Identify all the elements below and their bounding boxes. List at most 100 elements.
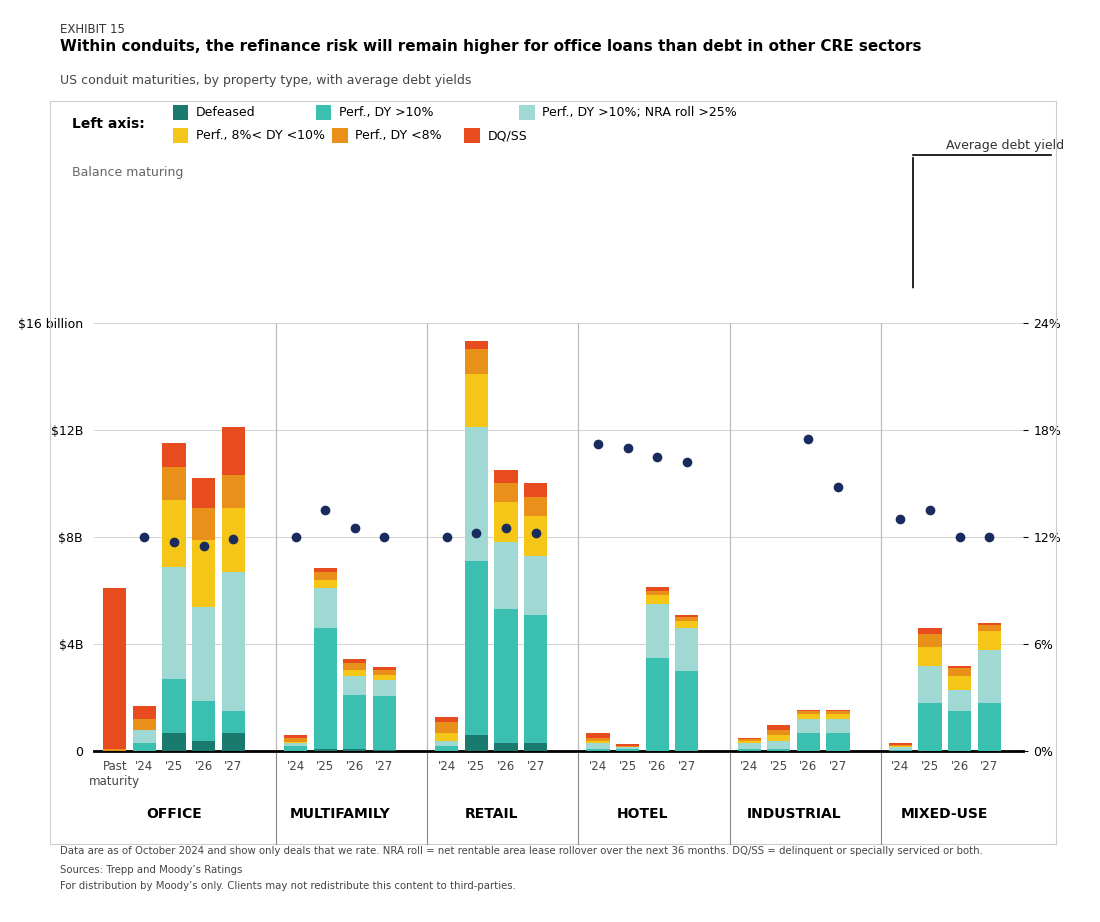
Bar <box>586 738 609 740</box>
Bar <box>314 628 337 749</box>
Bar <box>646 604 669 657</box>
Bar <box>314 568 337 572</box>
Bar <box>646 591 669 595</box>
Bar <box>889 743 912 745</box>
Text: Perf., DY >10%; NRA roll >25%: Perf., DY >10%; NRA roll >25% <box>542 106 737 119</box>
Bar <box>738 743 761 749</box>
Bar <box>586 733 609 738</box>
FancyBboxPatch shape <box>316 104 331 120</box>
Bar <box>675 671 698 751</box>
Text: HOTEL: HOTEL <box>617 807 668 822</box>
Bar <box>494 609 518 743</box>
Bar <box>163 733 186 751</box>
Bar <box>494 470 518 483</box>
Bar <box>524 483 547 497</box>
Text: OFFICE: OFFICE <box>146 807 202 822</box>
Bar <box>284 736 307 738</box>
Bar <box>616 748 639 749</box>
Bar <box>465 349 488 373</box>
Bar <box>192 539 216 607</box>
Bar <box>314 588 337 628</box>
Bar <box>163 680 186 733</box>
Text: Balance maturing: Balance maturing <box>72 166 183 179</box>
Text: EXHIBIT 15: EXHIBIT 15 <box>60 23 125 36</box>
Bar <box>524 556 547 615</box>
Bar <box>978 631 1001 650</box>
Bar <box>767 725 791 730</box>
Bar <box>373 667 396 669</box>
Bar <box>948 666 971 668</box>
Bar <box>675 628 698 671</box>
Bar <box>192 701 216 740</box>
Bar <box>646 586 669 591</box>
Bar <box>103 749 127 751</box>
Bar <box>767 740 791 749</box>
Bar <box>948 677 971 690</box>
Text: MULTIFAMILY: MULTIFAMILY <box>289 807 390 822</box>
Bar <box>646 657 669 751</box>
Text: Average debt yield: Average debt yield <box>946 139 1064 152</box>
Bar <box>767 736 791 740</box>
Bar <box>222 711 245 733</box>
Bar <box>465 373 488 427</box>
Bar <box>675 618 698 621</box>
Bar <box>675 615 698 618</box>
Bar <box>163 500 186 566</box>
Bar <box>978 703 1001 751</box>
Bar <box>163 566 186 680</box>
Bar <box>192 508 216 539</box>
Bar <box>616 744 639 746</box>
Bar <box>133 730 156 743</box>
Bar <box>314 572 337 580</box>
Bar <box>494 502 518 542</box>
Bar <box>192 740 216 751</box>
Bar <box>918 628 942 633</box>
Bar <box>192 479 216 508</box>
Text: MIXED-USE: MIXED-USE <box>901 807 989 822</box>
Bar <box>494 483 518 502</box>
Text: Left axis:: Left axis: <box>72 117 144 131</box>
Bar <box>524 497 547 515</box>
Text: Perf., DY <8%: Perf., DY <8% <box>355 129 442 142</box>
Bar <box>826 710 849 711</box>
Bar <box>436 746 459 751</box>
FancyBboxPatch shape <box>519 104 535 120</box>
Bar <box>738 738 761 739</box>
FancyBboxPatch shape <box>173 128 188 143</box>
Bar <box>918 703 942 751</box>
Text: Sources: Trepp and Moody’s Ratings: Sources: Trepp and Moody’s Ratings <box>60 865 243 875</box>
Bar <box>948 711 971 751</box>
Bar <box>284 742 307 743</box>
Text: DQ/SS: DQ/SS <box>487 129 527 142</box>
Bar <box>889 748 912 751</box>
Bar <box>796 714 820 719</box>
Bar <box>675 621 698 628</box>
Bar <box>436 716 459 722</box>
Text: Perf., DY >10%: Perf., DY >10% <box>339 106 433 119</box>
Bar <box>738 740 761 743</box>
Text: Perf., 8%< DY <10%: Perf., 8%< DY <10% <box>196 129 324 142</box>
Bar <box>738 749 761 751</box>
Bar <box>465 561 488 736</box>
Text: INDUSTRIAL: INDUSTRIAL <box>746 807 840 822</box>
Bar <box>796 733 820 751</box>
Bar <box>436 740 459 746</box>
Bar <box>918 647 942 666</box>
Bar <box>373 696 396 751</box>
Bar <box>826 711 849 714</box>
Bar <box>284 743 307 746</box>
FancyBboxPatch shape <box>332 128 348 143</box>
Bar <box>222 733 245 751</box>
Bar <box>222 476 245 508</box>
Bar <box>343 695 366 749</box>
Text: Defeased: Defeased <box>196 106 255 119</box>
Bar <box>494 743 518 751</box>
Bar <box>465 341 488 349</box>
Bar <box>918 666 942 703</box>
Text: US conduit maturities, by property type, with average debt yields: US conduit maturities, by property type,… <box>60 74 472 87</box>
Bar <box>373 669 396 675</box>
FancyBboxPatch shape <box>464 128 480 143</box>
Bar <box>343 677 366 695</box>
Bar <box>796 710 820 711</box>
Bar <box>494 542 518 609</box>
